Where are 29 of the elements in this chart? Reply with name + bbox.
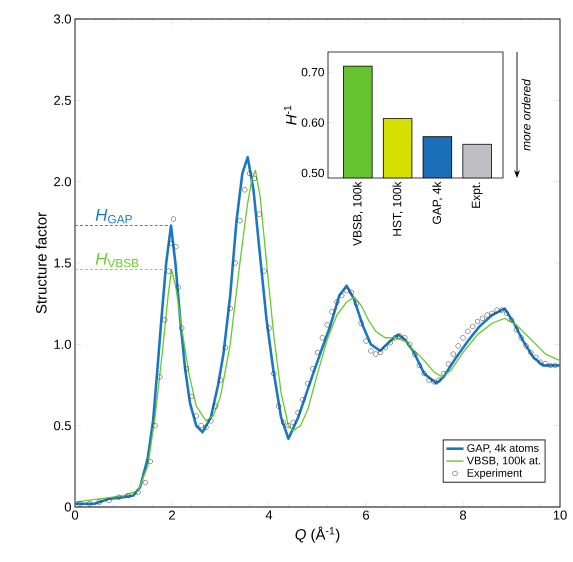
y-tick-label: 1.0 (54, 340, 71, 349)
y-tick-label: 0.50 (302, 168, 324, 178)
x-tick-label: 10 (554, 510, 567, 520)
y-axis-title: Structure factor (36, 212, 47, 314)
ref-line-label: H$_{GAP}$ (96, 209, 132, 224)
x-tick-label: 0 (72, 510, 78, 520)
x-tick-label: 8 (460, 510, 466, 520)
ref-line-label: H$_{VBSB}$ (96, 252, 138, 268)
x-axis-title: Q (Å$^{-1}$) (295, 526, 340, 543)
y-tick-label: 2.0 (54, 177, 71, 186)
x-tick-label: 6 (363, 510, 370, 520)
legend-label: Experiment (468, 468, 522, 479)
y-tick-label: 0 (64, 502, 71, 512)
y-tick-label: 2.5 (54, 96, 71, 105)
y-axis-title: H$^{-1}$ (284, 106, 296, 125)
x-tick-label: Expt. (472, 182, 483, 208)
legend-label: VBSB, 100k at. (466, 456, 540, 466)
y-tick-label: 0.5 (54, 421, 71, 430)
x-tick-label: VBSB, 100k (352, 182, 363, 246)
y-tick-label: 0.60 (302, 118, 324, 127)
x-tick-label: GAP, 4k (432, 182, 442, 224)
y-tick-label: 0.70 (302, 68, 324, 76)
y-tick-label: 3.0 (54, 14, 71, 24)
y-tick-label: 1.5 (54, 258, 71, 268)
annotation: more ordered (522, 78, 530, 151)
x-tick-label: 2 (169, 510, 175, 520)
legend-label: GAP, 4k atoms (467, 444, 539, 454)
x-tick-label: 4 (266, 510, 272, 520)
x-tick-label: HST, 100k (392, 182, 403, 236)
